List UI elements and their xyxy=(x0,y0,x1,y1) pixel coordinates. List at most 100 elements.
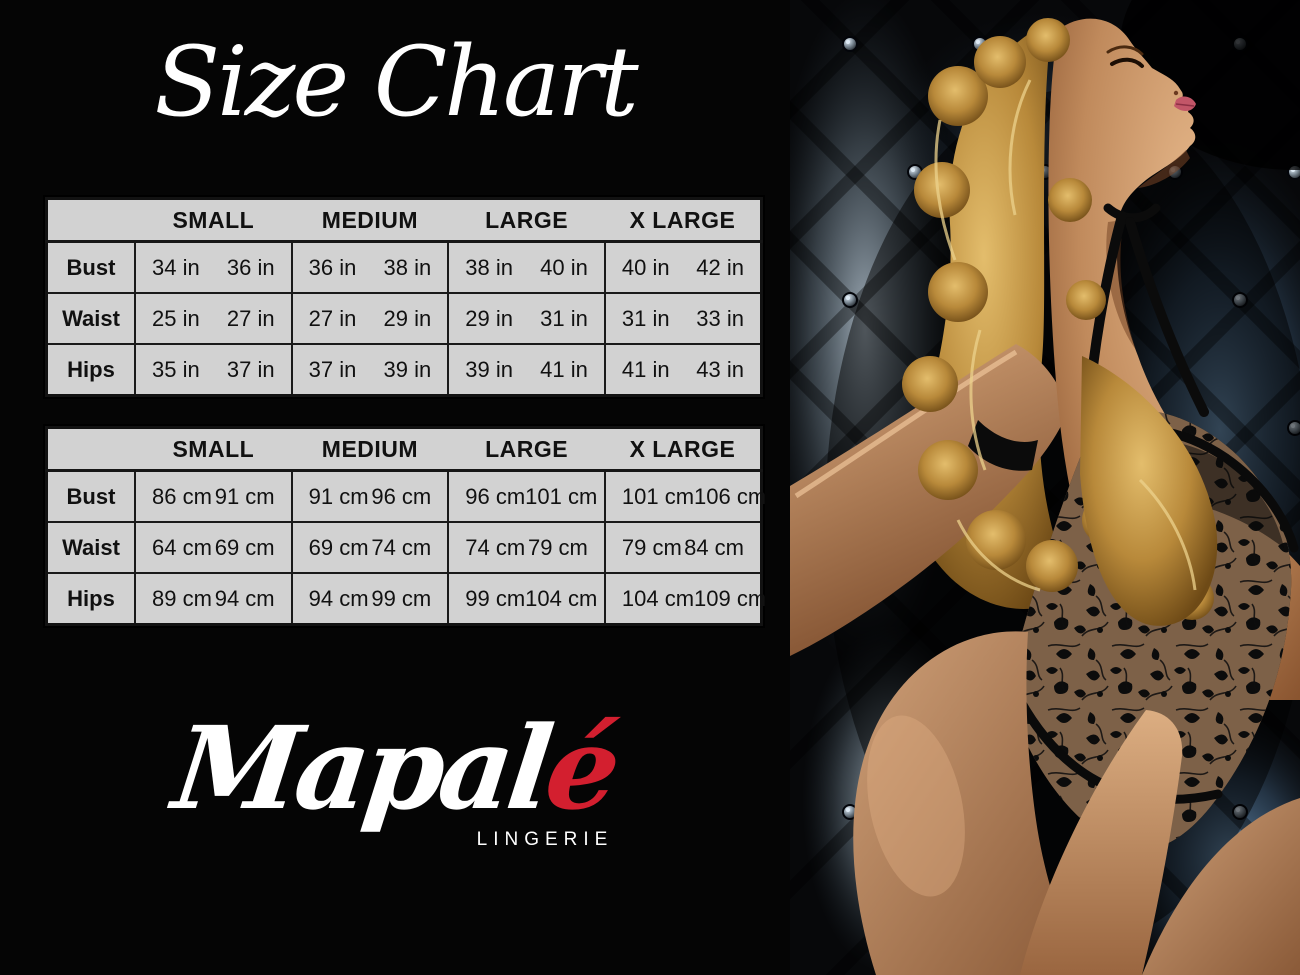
measurement-value: 96 cm xyxy=(465,483,526,509)
measurement-value: 99 cm xyxy=(371,585,432,611)
measurement-value: 33 in xyxy=(696,305,744,331)
measurement-value: 84 cm xyxy=(684,534,744,560)
brand-wordmark: Mapalé xyxy=(167,701,623,835)
eyebrow xyxy=(1106,45,1144,56)
size-column-header: LARGE xyxy=(448,427,605,472)
hip xyxy=(853,631,1082,975)
measurement-value: 37 in xyxy=(226,356,275,382)
measurement-cell: 39 in 41 in xyxy=(447,343,606,397)
measurement-value: 104 cm xyxy=(621,585,695,611)
measurement-cell: 36 in 38 in xyxy=(290,240,450,294)
size-column-header: X LARGE xyxy=(604,198,762,243)
measurement-value: 41 in xyxy=(621,356,670,382)
measurement-cell: 41 in 43 in xyxy=(603,343,762,397)
measurement-value: 64 cm xyxy=(152,534,212,560)
row-label: Waist xyxy=(46,292,136,345)
measurement-cell: 64 cm 69 cm xyxy=(134,521,293,574)
measurement-cell: 101 cm 106 cm xyxy=(603,469,766,523)
measurement-value: 101 cm xyxy=(621,483,695,509)
page-title: Size Chart xyxy=(154,26,638,138)
nostril xyxy=(1173,90,1179,96)
measurement-cell: 25 in 27 in xyxy=(134,292,293,345)
measurement-value: 99 cm xyxy=(465,585,526,611)
arm xyxy=(790,344,1068,656)
measurement-value: 91 cm xyxy=(214,483,275,509)
measurement-value: 29 in xyxy=(383,305,432,331)
lips xyxy=(1174,96,1196,111)
measurement-value: 96 cm xyxy=(371,483,432,509)
measurement-value: 43 in xyxy=(696,356,744,382)
measurement-cell: 38 in 40 in xyxy=(447,240,606,294)
measurement-value: 25 in xyxy=(152,305,200,331)
measurement-value: 104 cm xyxy=(525,585,598,611)
measurement-value: 37 in xyxy=(308,356,357,382)
measurement-cell: 99 cm 104 cm xyxy=(447,572,606,626)
measurement-value: 109 cm xyxy=(694,585,767,611)
measurement-row: Bust 86 cm 91 cm 91 cm 96 cm 96 cm 101 cm 101 c… xyxy=(46,469,766,523)
measurement-row: Waist 64 cm 69 cm 69 cm 74 cm 74 cm 79 cm 79 cm… xyxy=(46,521,762,574)
row-label: Hips xyxy=(46,343,136,397)
measurement-cell: 40 in 42 in xyxy=(603,240,762,294)
size-column-header: MEDIUM xyxy=(291,198,449,243)
measurement-value: 94 cm xyxy=(214,585,275,611)
brand-logo: Mapalé LINGERIE xyxy=(0,701,790,851)
measurement-value: 41 in xyxy=(540,356,588,382)
measurement-value: 38 in xyxy=(383,254,432,280)
measurement-value: 74 cm xyxy=(371,534,432,560)
measurement-value: 101 cm xyxy=(525,483,598,509)
measurement-value: 91 cm xyxy=(308,483,369,509)
thigh xyxy=(1020,710,1183,975)
measurement-value: 27 in xyxy=(308,305,357,331)
measurement-cell: 79 cm 84 cm xyxy=(603,521,762,574)
row-label: Waist xyxy=(46,521,136,574)
measurement-value: 79 cm xyxy=(621,534,682,560)
measurement-value: 34 in xyxy=(152,254,200,280)
brand-wordmark-main: Mapal xyxy=(167,701,556,835)
size-column-header: MEDIUM xyxy=(291,427,449,472)
measurement-row: Hips 35 in 37 in 37 in 39 in 39 in 41 in 41 in 4… xyxy=(46,343,762,397)
size-column-header: X LARGE xyxy=(604,427,762,472)
row-label: Hips xyxy=(46,572,136,626)
measurement-value: 36 in xyxy=(308,254,357,280)
measurement-value: 39 in xyxy=(465,356,513,382)
arm-band xyxy=(968,420,1038,471)
measurement-cell: 37 in 39 in xyxy=(290,343,450,397)
measurement-cell: 31 in 33 in xyxy=(603,292,762,345)
measurement-cell: 86 cm 91 cm xyxy=(134,469,293,523)
size-table-inches: SMALL MEDIUM LARGE X LARGE Bust 34 in 36 in 36 … xyxy=(45,197,763,397)
measurement-value: 36 in xyxy=(226,254,275,280)
measurement-value: 40 in xyxy=(540,254,588,280)
measurement-value: 29 in xyxy=(465,305,513,331)
measurement-cell: 69 cm 74 cm xyxy=(290,521,450,574)
size-column-header: SMALL xyxy=(135,427,292,472)
measurement-cell: 29 in 31 in xyxy=(447,292,606,345)
leg-scallop-edge xyxy=(1015,695,1223,804)
measurement-value: 31 in xyxy=(621,305,670,331)
measurement-cell: 94 cm 99 cm xyxy=(290,572,450,626)
measurement-value: 40 in xyxy=(621,254,670,280)
measurement-cell: 34 in 36 in xyxy=(134,240,293,294)
brand-tagline: LINGERIE xyxy=(476,829,614,851)
corner-cell xyxy=(46,198,135,243)
model-figure xyxy=(790,18,1300,975)
measurement-cell: 74 cm 79 cm xyxy=(447,521,606,574)
measurement-cell: 96 cm 101 cm xyxy=(447,469,606,523)
size-column-header: LARGE xyxy=(448,198,605,243)
measurement-value: 42 in xyxy=(696,254,744,280)
measurement-value: 86 cm xyxy=(152,483,212,509)
measurement-value: 35 in xyxy=(152,356,200,382)
measurement-cell: 104 cm 109 cm xyxy=(603,572,766,626)
measurement-value: 31 in xyxy=(540,305,588,331)
size-column-header: SMALL xyxy=(135,198,292,243)
hair-highlights xyxy=(934,79,1197,592)
measurement-value: 74 cm xyxy=(465,534,526,560)
measurement-value: 69 cm xyxy=(214,534,275,560)
corner-cell xyxy=(46,427,135,472)
measurement-cell: 91 cm 96 cm xyxy=(290,469,450,523)
measurement-value: 39 in xyxy=(383,356,432,382)
measurement-row: Bust 34 in 36 in 36 in 38 in 38 in 40 in 40 in 4… xyxy=(46,240,762,294)
calf xyxy=(1142,798,1300,975)
row-label: Bust xyxy=(46,469,136,523)
measurement-cell: 89 cm 94 cm xyxy=(134,572,293,626)
